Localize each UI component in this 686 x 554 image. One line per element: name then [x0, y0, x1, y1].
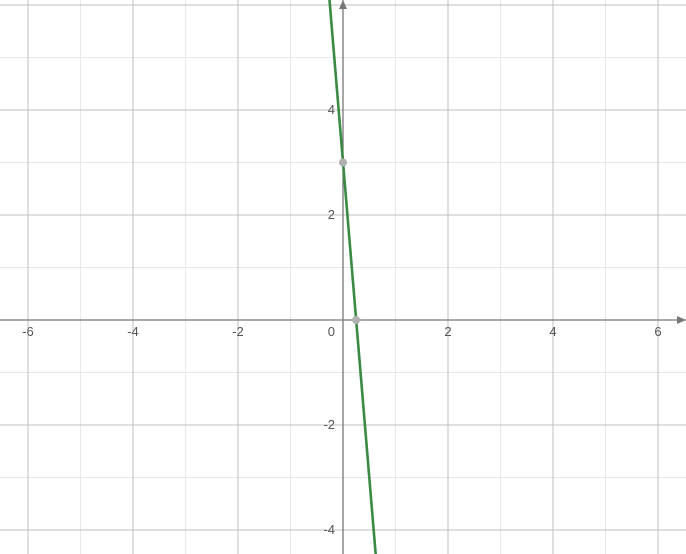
x-tick-label: 4 — [549, 324, 556, 339]
x-tick-label: -6 — [22, 324, 34, 339]
plot-point — [339, 159, 347, 167]
y-tick-label: 4 — [328, 102, 335, 117]
plot-point — [352, 316, 360, 324]
x-tick-label: 0 — [328, 324, 335, 339]
x-tick-label: 2 — [444, 324, 451, 339]
y-tick-label: -2 — [323, 417, 335, 432]
chart-svg: -6 -4 -2 0 2 4 6 -4 -2 2 4 — [0, 0, 686, 554]
x-tick-label: -2 — [232, 324, 244, 339]
x-tick-label: 6 — [654, 324, 661, 339]
y-tick-label: -4 — [323, 522, 335, 537]
x-tick-label: -4 — [127, 324, 139, 339]
line-chart: -6 -4 -2 0 2 4 6 -4 -2 2 4 — [0, 0, 686, 554]
y-tick-label: 2 — [328, 207, 335, 222]
